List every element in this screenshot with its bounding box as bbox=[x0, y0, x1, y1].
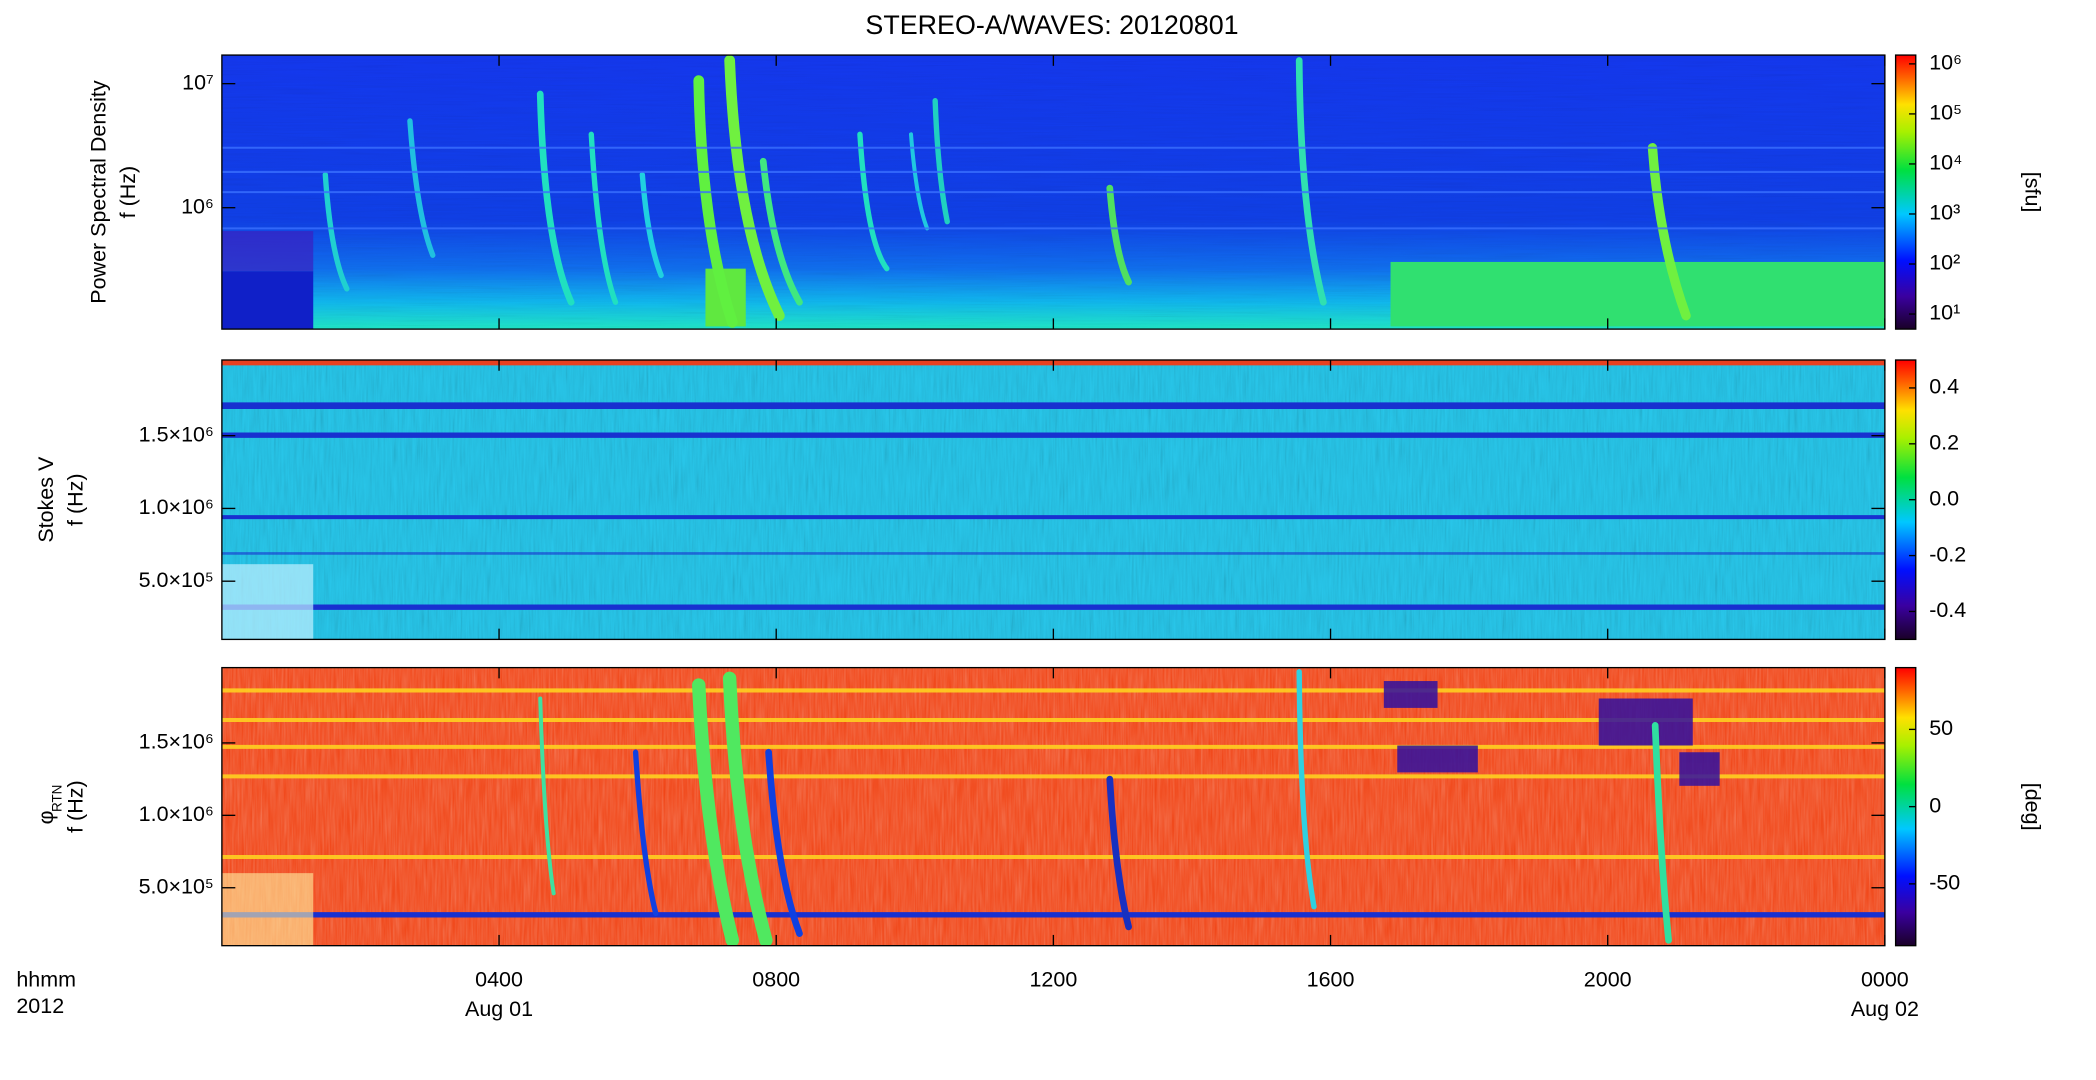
x-date-label: Aug 01 bbox=[465, 997, 533, 1021]
spectrogram-stokes bbox=[221, 360, 1885, 640]
x-unit-label: hhmm bbox=[16, 967, 76, 991]
colorbar-tick-label: 10¹ bbox=[1929, 301, 1960, 325]
y-axis-label: f (Hz) bbox=[63, 473, 87, 526]
x-tick-label: 1200 bbox=[1029, 967, 1077, 991]
y-tick-label: 1.5×10⁶ bbox=[139, 422, 214, 446]
y-tick-label: 5.0×10⁵ bbox=[139, 874, 214, 898]
colorbar-label: [sfu] bbox=[2021, 172, 2045, 213]
y-axis-label: Power Spectral Density bbox=[86, 80, 110, 304]
y-axis-label: Stokes V bbox=[34, 456, 58, 543]
y-tick-label: 5.0×10⁵ bbox=[139, 568, 214, 592]
colorbar-tick-label: 50 bbox=[1929, 716, 1953, 740]
y-axis-label: f (Hz) bbox=[116, 166, 140, 219]
x-date-label: Aug 02 bbox=[1851, 997, 1919, 1021]
y-tick-label: 1.5×10⁶ bbox=[139, 730, 214, 754]
chart-title: STEREO-A/WAVES: 20120801 bbox=[865, 10, 1238, 40]
colorbar-tick-label: -50 bbox=[1929, 871, 1960, 895]
colorbar-tick-label: 0.0 bbox=[1929, 486, 1959, 510]
colorbar-tick-label: 10⁶ bbox=[1929, 51, 1962, 75]
spectrogram-phi bbox=[221, 667, 1885, 946]
colorbar-label: [deg] bbox=[2021, 783, 2045, 831]
x-tick-label: 0800 bbox=[752, 967, 800, 991]
y-tick-label: 1.0×10⁶ bbox=[139, 495, 214, 519]
y-tick-label: 10⁷ bbox=[182, 70, 214, 94]
colorbar-tick-label: 10³ bbox=[1929, 201, 1960, 225]
y-tick-label: 10⁶ bbox=[181, 194, 214, 218]
colorbar-tick-label: 10⁴ bbox=[1929, 151, 1962, 175]
y-axis-label: φ bbox=[34, 810, 58, 824]
y-axis-label: Stokes V bbox=[34, 456, 58, 543]
x-tick-label: 1600 bbox=[1307, 967, 1355, 991]
colorbar-tick-label: -0.4 bbox=[1929, 598, 1966, 622]
y-axis-label: f (Hz) bbox=[63, 780, 87, 833]
colorbar-label: [sfu] bbox=[2021, 172, 2045, 213]
y-tick-label: 1.0×10⁶ bbox=[139, 802, 214, 826]
spectrogram-psd bbox=[221, 55, 1885, 330]
y-axis-label: f (Hz) bbox=[116, 166, 140, 219]
colorbar-tick-label: 0.4 bbox=[1929, 375, 1959, 399]
y-axis-label-sub: RTN bbox=[50, 785, 65, 812]
colorbar-tick-label: 10⁵ bbox=[1929, 101, 1962, 125]
colorbar-tick-label: 0 bbox=[1929, 793, 1941, 817]
x-tick-label: 0000 bbox=[1861, 967, 1909, 991]
y-axis-label: f (Hz) bbox=[63, 780, 87, 833]
colorbar bbox=[1894, 54, 1917, 330]
colorbar-tick-label: -0.2 bbox=[1929, 542, 1966, 566]
colorbar-tick-label: 0.2 bbox=[1929, 430, 1959, 454]
x-tick-label: 0400 bbox=[475, 967, 523, 991]
y-axis-label: Power Spectral Density bbox=[86, 80, 110, 304]
colorbar-label: [deg] bbox=[2021, 783, 2045, 831]
x-tick-label: 2000 bbox=[1584, 967, 1632, 991]
x-unit-label: 2012 bbox=[16, 994, 64, 1018]
colorbar-tick-label: 10² bbox=[1929, 251, 1960, 275]
y-axis-label: f (Hz) bbox=[63, 473, 87, 526]
